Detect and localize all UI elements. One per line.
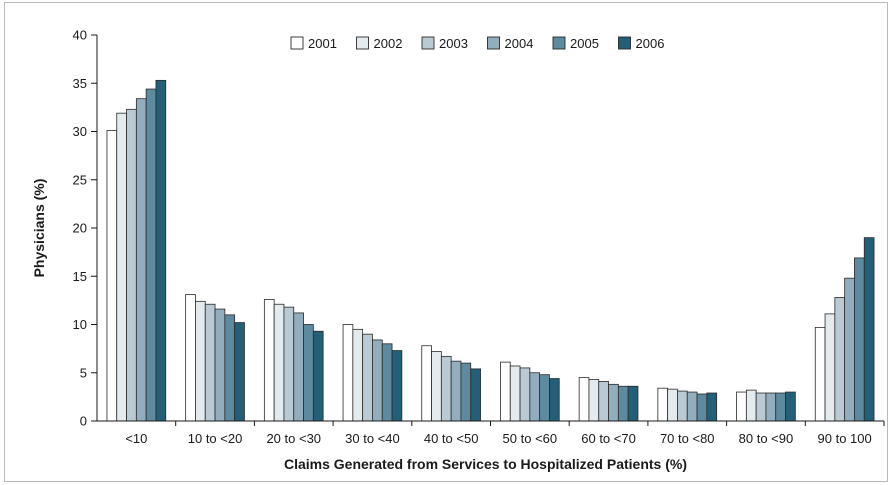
y-tick-label: 5	[80, 365, 87, 380]
bar-2004	[135, 98, 147, 422]
bar-2003	[519, 367, 531, 422]
x-tick-label: 20 to <30	[266, 431, 321, 446]
bar-2001	[421, 345, 432, 422]
bar-2001	[500, 361, 511, 422]
x-tick-label: 50 to <60	[503, 431, 558, 446]
y-tick-label: 0	[80, 414, 87, 429]
legend-label: 2002	[374, 36, 403, 51]
y-axis: 0 5 10 15 20 25 30 35 40	[73, 28, 97, 429]
x-tick-label: 60 to <70	[581, 431, 636, 446]
bar-2005	[381, 343, 393, 422]
bar-2002	[824, 313, 836, 422]
legend-swatch	[487, 36, 500, 50]
bar-2005	[854, 257, 865, 422]
x-tick-label: 80 to <90	[739, 431, 794, 446]
y-tick-label: 25	[73, 172, 87, 187]
x-tick-label: 90 to 100	[818, 431, 872, 446]
legend-label: 2001	[308, 36, 337, 51]
bar-2006	[863, 237, 875, 422]
bar-2006	[549, 378, 560, 422]
bar-2004	[529, 372, 541, 422]
bar-2005	[224, 314, 236, 422]
bar-2006	[627, 385, 639, 422]
legend-swatch	[356, 36, 369, 50]
bar-2004	[372, 339, 383, 422]
bar-2002	[745, 389, 757, 422]
x-tick-label: 70 to <80	[660, 431, 715, 446]
x-tick-label: 30 to <40	[345, 431, 400, 446]
x-tick-label: 10 to <20	[188, 431, 243, 446]
bar-2003	[362, 333, 373, 422]
bar-2004	[214, 308, 226, 422]
bar-2006	[234, 322, 245, 422]
bar-2002	[352, 328, 364, 422]
y-tick-label: 35	[73, 76, 87, 91]
bar-2005	[696, 393, 708, 422]
chart-frame	[4, 2, 888, 482]
legend-label: 2005	[570, 36, 599, 51]
bar-2004	[686, 391, 698, 422]
bar-2001	[657, 387, 669, 422]
y-tick-label: 30	[73, 124, 87, 139]
legend-label: 2004	[505, 36, 534, 51]
bar-2001	[814, 326, 826, 422]
bar-2005	[539, 374, 550, 422]
bar-2002	[588, 379, 600, 422]
y-tick-label: 20	[73, 221, 87, 236]
bar-2003	[598, 381, 609, 422]
x-tick-label: 40 to <50	[424, 431, 479, 446]
bar-2005	[145, 88, 157, 422]
bar-2003	[126, 108, 137, 422]
bar-2006	[470, 368, 481, 422]
bar-2006	[785, 391, 796, 422]
bar-2001	[106, 130, 118, 422]
bar-2003	[204, 303, 216, 422]
bar-2001	[736, 391, 747, 422]
bar-2004	[844, 277, 855, 422]
bar-2002	[431, 351, 442, 422]
bar-2006	[706, 392, 718, 422]
bar-2001	[342, 324, 354, 422]
bar-2001	[185, 294, 196, 422]
y-tick-label: 40	[73, 28, 87, 43]
bar-2003	[834, 297, 846, 422]
bar-2006	[155, 79, 167, 422]
bar-2002	[509, 365, 521, 422]
bar-2001	[578, 377, 590, 422]
legend-swatch	[290, 36, 304, 50]
x-axis-title: Claims Generated from Services to Hospit…	[284, 456, 687, 472]
bar-2002	[195, 300, 206, 422]
legend: 2001 2002 2003 2004 2005 2006	[290, 36, 665, 51]
bar-2004	[293, 312, 304, 422]
bar-2004	[450, 360, 462, 422]
bar-2005	[303, 324, 314, 422]
x-axis: <10 10 to <20 20 to <30 30 to <40 40 to <50 5…	[125, 421, 885, 446]
bars	[106, 79, 875, 422]
bar-2001	[263, 299, 275, 422]
bar-2003	[440, 355, 452, 422]
legend-swatch	[552, 36, 566, 50]
bar-2005	[460, 362, 472, 422]
legend-swatch	[421, 36, 435, 50]
y-tick-label: 10	[73, 317, 87, 332]
bar-2003	[755, 392, 767, 422]
y-tick-label: 15	[73, 269, 87, 284]
legend-label: 2003	[439, 36, 468, 51]
bar-2002	[116, 112, 127, 422]
legend-label: 2006	[636, 36, 665, 51]
bar-2003	[677, 390, 688, 422]
bar-2006	[391, 350, 403, 422]
legend-swatch	[618, 36, 631, 50]
x-tick-label: <10	[125, 431, 147, 446]
bar-2002	[667, 388, 678, 422]
bar-2004	[765, 392, 777, 422]
bar-2004	[608, 383, 619, 422]
bar-2005	[617, 385, 629, 422]
bar-2006	[312, 330, 324, 422]
bar-2005	[775, 392, 786, 422]
bar-2003	[283, 306, 295, 422]
y-axis-title: Physicians (%)	[31, 179, 47, 278]
bar-2002	[273, 303, 285, 422]
